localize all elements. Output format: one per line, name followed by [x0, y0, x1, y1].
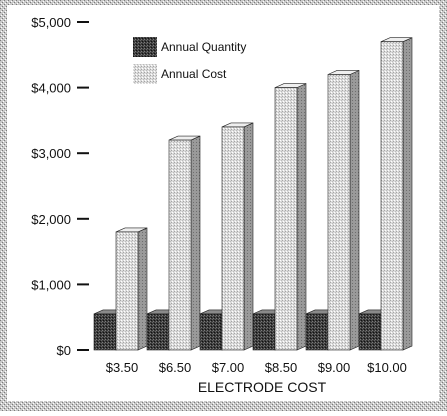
y-tick-label: $4,000: [31, 81, 71, 96]
bar-annual-cost-10-00-side: [402, 37, 413, 351]
bar-annual-cost-3-50-front: [115, 231, 139, 351]
bar-annual-cost-10-00: [380, 37, 413, 351]
bar-annual-cost-9-00: [327, 70, 360, 351]
legend-swatch-annual-quantity: [133, 37, 157, 57]
bar-annual-cost-9-00-side: [349, 70, 360, 351]
bar-annual-cost-6-50: [168, 135, 201, 351]
bar-annual-cost-10-00-front: [380, 41, 404, 351]
bar-annual-cost-3-50: [115, 227, 148, 351]
bar-annual-cost-3-50-side: [137, 227, 148, 351]
bars: [93, 37, 413, 351]
legend: Annual Quantity Annual Cost: [133, 37, 246, 84]
bar-annual-quantity-7-00-front: [199, 313, 223, 351]
y-tick-label: $1,000: [31, 277, 71, 292]
x-axis: $3.50 $6.50 $7.00 $8.50 $9.00 $10.00: [106, 360, 407, 375]
x-tick-label: $6.50: [159, 360, 192, 375]
bar-annual-cost-6-50-front: [168, 139, 192, 351]
y-tick-label: $2,000: [31, 212, 71, 227]
bar-annual-quantity-10-00-front: [358, 313, 382, 351]
x-axis-title: ELECTRODE COST: [198, 379, 327, 395]
legend-label-annual-cost: Annual Cost: [161, 67, 227, 81]
bar-annual-cost-7-00: [221, 122, 254, 351]
y-axis: $0 $1,000 $2,000 $3,000 $4,000 $5,000: [31, 15, 89, 358]
bar-annual-quantity-8-50-front: [252, 313, 276, 351]
y-tick-label: $5,000: [31, 15, 71, 30]
legend-swatch-annual-cost: [133, 64, 157, 84]
y-tick-label: $0: [57, 343, 71, 358]
bar-annual-cost-7-00-side: [243, 122, 254, 351]
y-tick-label: $3,000: [31, 146, 71, 161]
bar-annual-cost-6-50-side: [190, 135, 201, 351]
x-tick-label: $10.00: [367, 360, 407, 375]
bar-annual-quantity-9-00-front: [305, 313, 329, 351]
bar-annual-cost-7-00-front: [221, 126, 245, 351]
x-tick-label: $8.50: [265, 360, 298, 375]
bar-annual-cost-8-50-front: [274, 87, 298, 351]
bar-annual-cost-9-00-front: [327, 74, 351, 351]
x-tick-label: $3.50: [106, 360, 139, 375]
bar-annual-cost-8-50-side: [296, 83, 307, 351]
x-tick-label: $7.00: [212, 360, 245, 375]
bar-annual-quantity-3-50-front: [93, 313, 117, 351]
bar-annual-cost-8-50: [274, 83, 307, 351]
legend-label-annual-quantity: Annual Quantity: [161, 40, 246, 54]
x-tick-label: $9.00: [318, 360, 351, 375]
bar-annual-quantity-6-50-front: [146, 313, 170, 351]
